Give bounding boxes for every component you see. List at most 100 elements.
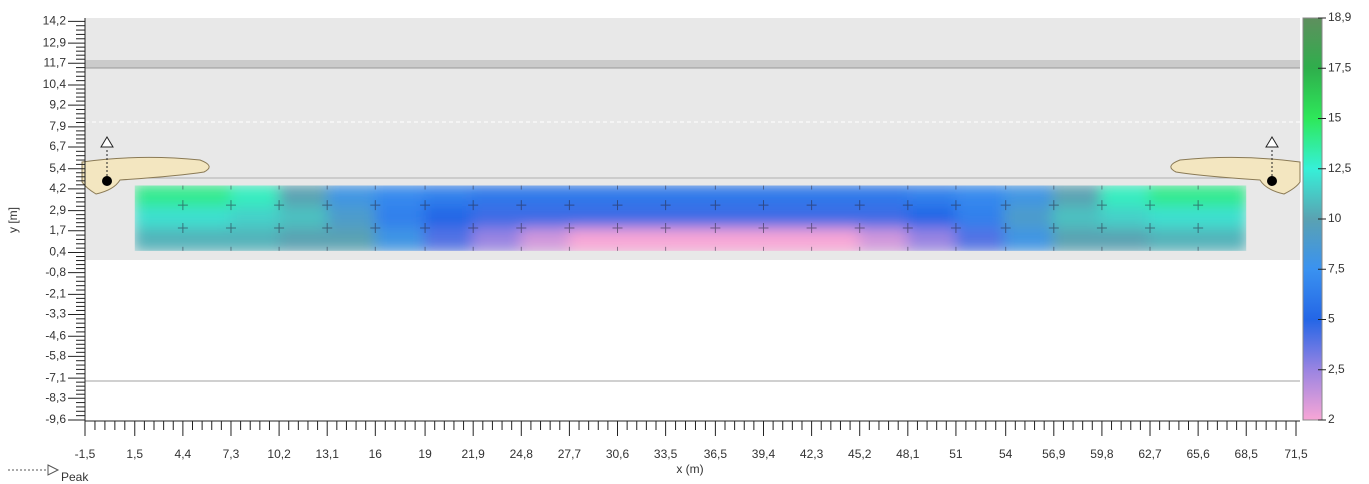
- mesh-point: [516, 200, 527, 211]
- field-cell: [1196, 185, 1247, 209]
- x-tick-label: 51: [949, 447, 963, 461]
- x-tick-label: 13,1: [316, 447, 340, 461]
- mesh-point: [177, 200, 188, 211]
- mesh-point: [854, 200, 865, 211]
- mesh-point: [370, 200, 381, 211]
- field-cell: [1100, 228, 1151, 251]
- field-cell: [665, 185, 716, 209]
- x-tick-label: 33,5: [654, 447, 678, 461]
- field-cell: [665, 206, 716, 231]
- field-cell: [1148, 206, 1199, 231]
- support-right: [1170, 136, 1301, 195]
- field-cell: [134, 206, 185, 231]
- field-cell: [134, 185, 185, 209]
- mesh-point: [1048, 222, 1059, 233]
- mesh-point: [1096, 222, 1107, 233]
- field-cell: [278, 185, 330, 209]
- field-cell: [568, 206, 620, 231]
- y-tick-label: 6,7: [49, 139, 66, 153]
- y-axis-label: y [m]: [6, 207, 20, 233]
- field-cell: [713, 206, 764, 231]
- field-cell: [230, 185, 281, 209]
- field-cell: [520, 185, 571, 209]
- field-cell: [858, 228, 909, 251]
- colorbar-tick-label: 5: [1328, 312, 1335, 326]
- field-cell: [665, 228, 716, 251]
- x-tick-label: 68,5: [1235, 447, 1259, 461]
- x-axis-label: x (m): [676, 462, 703, 476]
- mesh-point: [1000, 200, 1011, 211]
- field-cell: [1051, 228, 1103, 251]
- mesh-point: [612, 222, 623, 233]
- field-cell: [375, 185, 426, 209]
- x-tick-label: 54: [999, 447, 1013, 461]
- field-cell: [1148, 228, 1199, 251]
- mesh-point: [1145, 200, 1156, 211]
- mesh-point: [370, 222, 381, 233]
- x-tick-label: 4,4: [175, 447, 192, 461]
- mesh-point: [758, 222, 769, 233]
- field-cell: [423, 228, 475, 251]
- mesh-point: [322, 200, 333, 211]
- field-cell: [278, 228, 330, 251]
- mesh-point: [612, 200, 623, 211]
- field-cell: [761, 228, 813, 251]
- x-tick-label: 39,4: [752, 447, 776, 461]
- field-cell: [568, 185, 620, 209]
- field-cell: [858, 206, 909, 231]
- mesh-point: [420, 200, 431, 211]
- field-cell: [1196, 206, 1247, 231]
- colorbar-tick-label: 2,5: [1328, 362, 1345, 376]
- y-tick-label: 12,9: [43, 35, 67, 49]
- colorbar-tick-label: 15: [1328, 111, 1342, 125]
- y-tick-label: -5,8: [45, 349, 66, 363]
- field-cell: [472, 206, 523, 231]
- field-cell: [327, 185, 378, 209]
- field-cell: [617, 206, 668, 231]
- x-tick-label: 56,9: [1042, 447, 1066, 461]
- y-tick-label: -0,8: [45, 265, 66, 279]
- legend: Peak: [8, 464, 89, 484]
- mesh-point: [1145, 222, 1156, 233]
- mesh-point: [660, 200, 671, 211]
- field-cell: [955, 185, 1006, 209]
- y-tick-label: 1,7: [49, 223, 66, 237]
- mesh-point: [516, 222, 527, 233]
- mesh-point: [710, 222, 721, 233]
- mesh: [177, 185, 1204, 251]
- x-tick-label: 45,2: [848, 447, 872, 461]
- field-cell: [182, 185, 233, 209]
- y-tick-label: -7,1: [45, 370, 66, 384]
- field-cell: [955, 228, 1006, 251]
- field-cell: [182, 206, 233, 231]
- field-cells: [134, 185, 1247, 251]
- field-cell: [278, 206, 330, 231]
- field-cell: [617, 185, 668, 209]
- colorbar-tick-label: 12,5: [1328, 161, 1352, 175]
- field-cell: [810, 185, 861, 209]
- mesh-point: [950, 200, 961, 211]
- y-tick-label: -4,6: [45, 328, 66, 342]
- field-cell: [617, 228, 668, 251]
- y-tick-label: 2,9: [49, 203, 66, 217]
- mesh-point: [902, 222, 913, 233]
- field-cell: [472, 185, 523, 209]
- colorbar-tick-label: 2: [1328, 412, 1335, 426]
- y-tick-label: 7,9: [49, 119, 66, 133]
- x-tick-label: 30,6: [606, 447, 630, 461]
- field-cell: [230, 228, 281, 251]
- field-cell: [1003, 185, 1054, 209]
- mesh-point: [274, 222, 285, 233]
- y-tick-label: -8,3: [45, 390, 66, 404]
- field-cell: [568, 228, 620, 251]
- y-tick-label: 0,4: [49, 245, 66, 259]
- mesh-point: [710, 200, 721, 211]
- field-cell: [1148, 185, 1199, 209]
- legend-label: Peak: [61, 470, 89, 484]
- x-tick-label: 10,2: [267, 447, 291, 461]
- mesh-point: [1193, 222, 1204, 233]
- support-marker: [100, 136, 114, 148]
- field-cell: [906, 206, 958, 231]
- x-tick-label: 59,8: [1090, 447, 1114, 461]
